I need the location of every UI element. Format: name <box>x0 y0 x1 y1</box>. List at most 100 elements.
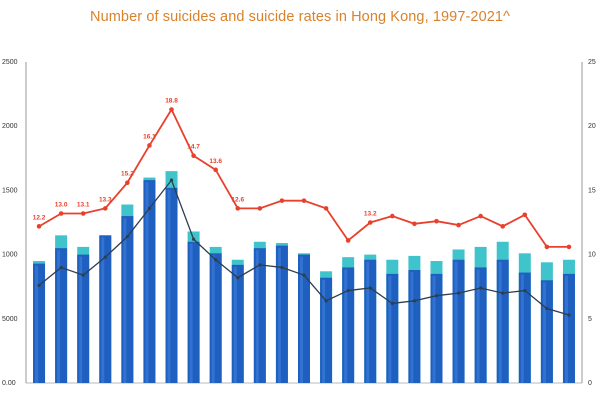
rate-point <box>566 244 572 250</box>
secondary-series-point <box>324 299 328 303</box>
bar <box>474 267 487 383</box>
rate-data-label: 12.6 <box>231 196 244 203</box>
rate-point <box>147 143 152 148</box>
bar <box>386 273 399 383</box>
bar <box>231 264 244 383</box>
secondary-series-point <box>390 301 394 305</box>
bar-highlight <box>123 218 127 383</box>
secondary-series-point <box>192 237 196 241</box>
bar <box>364 259 377 383</box>
right-tick-label: 10 <box>588 252 596 259</box>
secondary-series-point <box>214 258 218 262</box>
bar-highlight <box>454 261 458 383</box>
rate-point <box>279 198 285 203</box>
rate-point <box>500 224 506 229</box>
rate-point <box>456 222 461 228</box>
bar-highlight <box>101 237 105 383</box>
bar-highlight <box>476 269 480 383</box>
secondary-series-point <box>501 291 505 295</box>
rate-point <box>191 153 196 159</box>
secondary-series-point <box>258 263 262 267</box>
bar-highlight <box>388 275 392 383</box>
rate-point <box>102 206 108 211</box>
secondary-series-point <box>346 288 350 293</box>
bar-highlight <box>520 274 524 383</box>
rate-data-label: 14.7 <box>187 144 200 151</box>
rate-point <box>345 238 351 243</box>
left-tick-label: 1500 <box>2 187 18 194</box>
rate-data-label: 12.2 <box>33 214 46 221</box>
bar-highlight <box>255 250 259 383</box>
rate-data-label: 13.0 <box>55 202 68 209</box>
bar-highlight <box>277 247 281 383</box>
rate-data-label: 13.3 <box>99 196 112 203</box>
secondary-series-point <box>81 273 85 277</box>
rate-point <box>125 180 130 185</box>
bar-highlight <box>344 269 348 383</box>
rate-point <box>257 206 263 211</box>
rate-data-label: 16.1 <box>143 133 156 140</box>
rate-point <box>235 206 241 211</box>
bar-highlight <box>300 256 303 383</box>
left-tick-label: 1000 <box>2 252 18 259</box>
secondary-series-point <box>59 265 63 270</box>
bar <box>320 277 333 383</box>
bar <box>143 180 156 383</box>
secondary-series-point <box>456 291 461 295</box>
bar <box>342 267 355 383</box>
chart-title: Number of suicides and suicide rates in … <box>90 9 510 25</box>
bar-highlight <box>79 256 83 383</box>
secondary-series-point <box>567 313 571 317</box>
secondary-series-point <box>147 206 152 210</box>
secondary-series-point <box>523 288 527 293</box>
bar-highlight <box>35 265 39 383</box>
rate-point <box>390 213 395 219</box>
rate-point <box>169 107 174 112</box>
bar <box>562 273 575 383</box>
bar-highlight <box>57 250 61 383</box>
rate-point <box>367 220 373 225</box>
rate-point <box>412 221 417 227</box>
rate-point <box>58 211 64 216</box>
rate-point <box>522 212 528 218</box>
bar <box>408 270 421 383</box>
secondary-series-point <box>103 255 107 259</box>
secondary-series-point <box>479 286 483 290</box>
rate-point <box>80 211 86 216</box>
secondary-series-point <box>434 294 439 298</box>
bar <box>187 241 200 383</box>
rate-data-label: 18.8 <box>165 98 178 105</box>
left-tick-label: 5000 <box>2 316 18 323</box>
rate-point <box>544 244 550 250</box>
bar-highlight <box>145 182 149 383</box>
secondary-series-point <box>545 306 549 311</box>
rate-data-label: 13.6 <box>209 158 222 165</box>
rate-point <box>478 213 483 219</box>
right-tick-label: 15 <box>588 187 596 194</box>
bar-highlight <box>432 275 436 383</box>
bar <box>253 248 266 383</box>
bar <box>165 187 178 383</box>
rate-point <box>213 167 218 173</box>
rate-point <box>301 198 307 203</box>
bar <box>430 273 443 383</box>
secondary-series-point <box>412 299 416 303</box>
left-tick-label: 0.00 <box>2 380 16 387</box>
bar-highlight <box>322 279 326 383</box>
bar <box>55 248 68 383</box>
bar-highlight <box>167 189 171 383</box>
bar-highlight <box>233 266 237 383</box>
bar <box>540 280 553 383</box>
bar-highlight <box>410 272 414 383</box>
secondary-series-point <box>368 286 372 290</box>
left-tick-label: 2500 <box>2 59 18 66</box>
rate-data-label: 15.2 <box>121 171 134 178</box>
bar-highlight <box>211 255 215 383</box>
right-tick-label: 5 <box>588 316 592 323</box>
left-tick-label: 2000 <box>2 123 18 130</box>
bar <box>452 259 465 383</box>
secondary-series-point <box>302 273 306 277</box>
secondary-series-point <box>37 283 41 288</box>
rate-point <box>323 206 329 211</box>
